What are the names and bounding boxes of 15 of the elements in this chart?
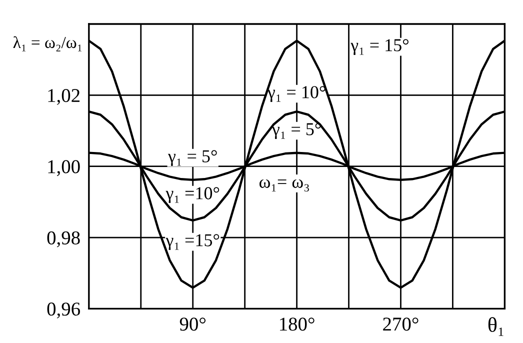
annotation: γ₁ =15° <box>166 234 220 250</box>
y-tick-label: 0,98 <box>47 231 80 248</box>
annotation: γ₁ =10° <box>166 187 220 204</box>
x-tick-label: 180° <box>280 318 314 331</box>
annotation: γ₁ = 5° <box>168 150 217 166</box>
y-tick-label: 1,00 <box>48 160 80 176</box>
annotation: ω₁= ω₃ <box>260 179 309 192</box>
y-tick-label: 0,96 <box>47 302 80 318</box>
x-tick-label: 90° <box>180 318 206 331</box>
annotation: γ₁ = 15° <box>350 39 408 55</box>
y-axis-title: λ₁ = ω₂/ω₁ <box>13 36 82 52</box>
annotation: γ₁ = 10° <box>267 86 326 102</box>
x-tick-label: 270° <box>383 318 418 331</box>
y-tick-label: 1,02 <box>48 89 80 105</box>
x-axis-title: θ₁ <box>488 317 504 336</box>
